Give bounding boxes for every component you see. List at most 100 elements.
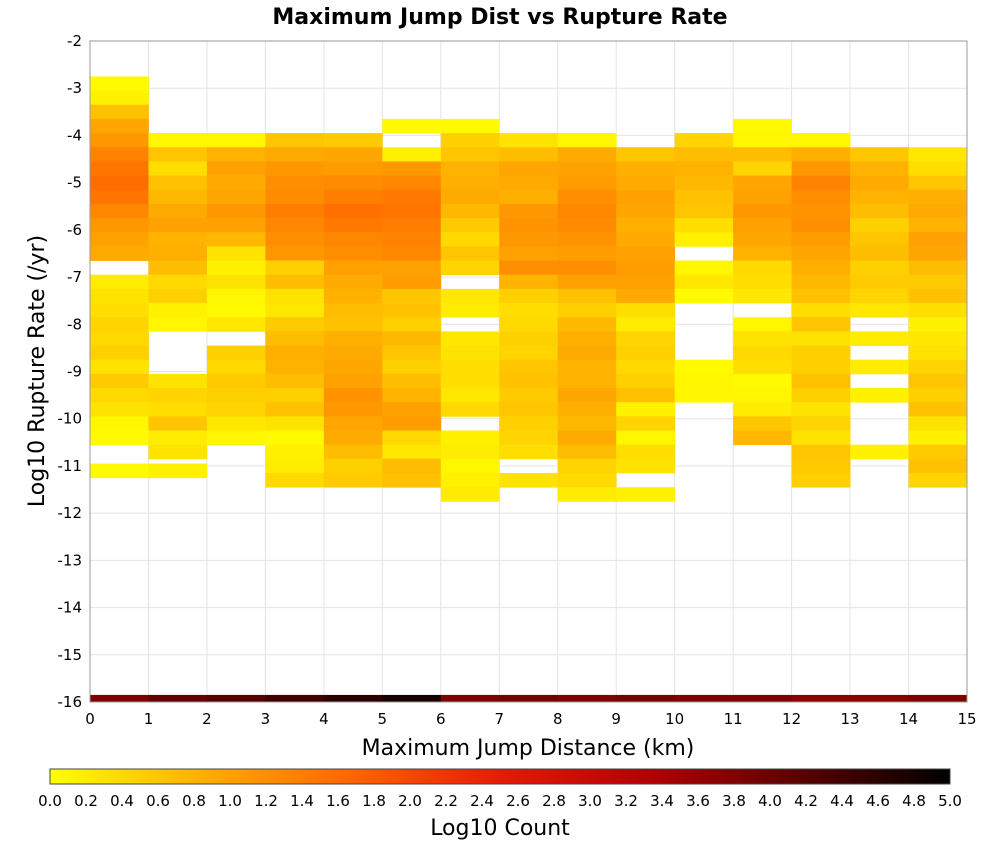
heatmap-cell xyxy=(323,288,383,304)
x-tick-label: 8 xyxy=(553,710,563,728)
heatmap-cell xyxy=(557,487,617,502)
heatmap-cell xyxy=(850,274,909,290)
colorbar-tick-label: 4.8 xyxy=(902,792,926,810)
heatmap-cell xyxy=(440,458,500,474)
heatmap-cell xyxy=(733,175,792,191)
heatmap-cell xyxy=(323,331,383,346)
heatmap-cell xyxy=(265,694,325,702)
heatmap-cell xyxy=(265,359,325,375)
heatmap-cell xyxy=(908,203,968,219)
heatmap-cell xyxy=(382,331,442,346)
heatmap-cell xyxy=(90,317,149,332)
heatmap-cell xyxy=(90,90,149,106)
x-tick-label: 12 xyxy=(782,710,801,728)
x-tick-label: 5 xyxy=(378,710,388,728)
y-tick-label: -12 xyxy=(58,504,83,522)
x-tick-label: 15 xyxy=(957,710,976,728)
heatmap-cell xyxy=(557,274,617,290)
heatmap-cell xyxy=(674,189,734,205)
heatmap-cell xyxy=(616,147,676,162)
heatmap-cell xyxy=(265,473,325,488)
heatmap-cell xyxy=(148,274,208,290)
y-tick-label: -2 xyxy=(67,32,82,50)
heatmap-cell xyxy=(850,189,909,205)
colorbar-tick-label: 2.8 xyxy=(542,792,566,810)
heatmap-cell xyxy=(733,430,792,446)
heatmap-cell xyxy=(733,118,792,134)
heatmap-cell xyxy=(90,104,149,120)
heatmap-cell xyxy=(323,444,383,460)
heatmap-cell xyxy=(323,345,383,361)
y-tick-label: -10 xyxy=(58,410,83,428)
heatmap-cell xyxy=(791,133,851,148)
colorbar-tick-label: 5.0 xyxy=(938,792,962,810)
heatmap-cell xyxy=(908,359,968,375)
colorbar xyxy=(49,768,951,785)
heatmap-cell xyxy=(499,359,559,375)
heatmap-cell xyxy=(674,147,734,162)
heatmap-cell xyxy=(206,203,266,219)
colorbar-tick-label: 1.2 xyxy=(254,792,278,810)
x-tick-label: 6 xyxy=(436,710,446,728)
heatmap-cell xyxy=(90,232,149,247)
heatmap-cell xyxy=(733,317,792,332)
heatmap-cell xyxy=(265,175,325,191)
heatmap-cell xyxy=(733,402,792,417)
heatmap-cell xyxy=(499,189,559,205)
colorbar-tick-label: 3.4 xyxy=(650,792,674,810)
heatmap-cell xyxy=(382,303,442,318)
heatmap-cell xyxy=(440,402,500,417)
heatmap-cell xyxy=(440,118,500,134)
chart-title: Maximum Jump Dist vs Rupture Rate xyxy=(272,5,727,30)
heatmap-cell xyxy=(850,303,909,318)
heatmap-cell xyxy=(148,317,208,332)
heatmap-cell xyxy=(148,203,208,219)
heatmap-cell xyxy=(440,388,500,403)
heatmap-cell xyxy=(148,260,208,276)
heatmap-cell xyxy=(791,359,851,375)
heatmap-cell xyxy=(616,232,676,247)
heatmap-cell xyxy=(382,189,442,205)
heatmap-cell xyxy=(382,147,442,162)
x-axis-label: Maximum Jump Distance (km) xyxy=(362,736,695,761)
heatmap-cell xyxy=(206,430,266,446)
heatmap-cell xyxy=(265,147,325,162)
heatmap-cell xyxy=(382,402,442,417)
heatmap-cell xyxy=(908,473,968,488)
heatmap-cell xyxy=(557,430,617,446)
heatmap-cell xyxy=(499,260,559,276)
x-tick-label: 3 xyxy=(261,710,271,728)
heatmap-cell xyxy=(850,203,909,219)
heatmap-cell xyxy=(733,203,792,219)
colorbar-tick-label: 2.4 xyxy=(470,792,494,810)
colorbar-tick-label: 4.6 xyxy=(866,792,890,810)
heatmap-cell xyxy=(206,402,266,417)
heatmap-cell xyxy=(499,232,559,247)
heatmap-cell xyxy=(206,274,266,290)
heatmap-cell xyxy=(440,147,500,162)
heatmap-cell xyxy=(90,76,149,91)
x-tick-label: 10 xyxy=(665,710,684,728)
heatmap-cell xyxy=(616,345,676,361)
heatmap-cell xyxy=(440,694,500,702)
heatmap-cell xyxy=(616,373,676,389)
heatmap-cell xyxy=(265,288,325,304)
heatmap-cell xyxy=(499,218,559,233)
heatmap-cell xyxy=(323,373,383,389)
heatmap-cell xyxy=(674,359,734,375)
heatmap-cell xyxy=(791,458,851,474)
x-tick-label: 0 xyxy=(85,710,95,728)
heatmap-cell xyxy=(90,463,149,479)
heatmap-cell xyxy=(616,288,676,304)
heatmap-cell xyxy=(265,161,325,176)
heatmap-cell xyxy=(557,317,617,332)
heatmap-cell xyxy=(90,175,149,191)
heatmap-cell xyxy=(440,218,500,233)
heatmap-cell xyxy=(499,345,559,361)
heatmap-cell xyxy=(616,161,676,176)
heatmap-cell xyxy=(616,444,676,460)
heatmap-cell xyxy=(265,416,325,431)
heatmap-cell xyxy=(850,161,909,176)
